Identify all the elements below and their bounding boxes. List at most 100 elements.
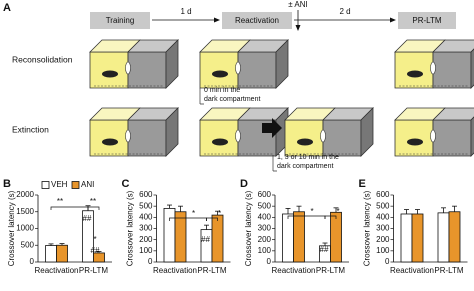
x-tick-label: Reactivation (153, 266, 197, 275)
step-label: PR-LTM (412, 16, 442, 25)
step-box (222, 12, 292, 29)
bracket (272, 155, 277, 172)
note: dark compartment (204, 96, 260, 103)
y-tick-label: 200 (258, 235, 272, 244)
bracket (87, 206, 100, 210)
y-tick-label: 1000 (16, 224, 34, 233)
y-tick-label: 2000 (16, 190, 34, 199)
step-box (398, 12, 456, 29)
legend-swatch (71, 181, 80, 189)
y-tick-label: 600 (258, 190, 272, 199)
legend-swatch (41, 181, 50, 189)
annotation: * (93, 235, 96, 244)
apparatus (284, 107, 374, 157)
note: 0 min in the (204, 87, 240, 94)
bracket (206, 217, 218, 221)
x-tick-label: Reactivation (271, 266, 315, 275)
y-tick-label: 600 (376, 190, 390, 199)
panel-label: C (122, 178, 130, 190)
y-tick-label: 500 (376, 201, 390, 210)
block-arrow (262, 118, 282, 138)
panel-label: E (359, 178, 366, 190)
x-tick-label: PR-LTM (79, 266, 109, 275)
apparatus (89, 107, 179, 157)
apparatus (199, 39, 289, 89)
row-label: Extinction (12, 124, 49, 134)
annotation: * (336, 207, 339, 216)
annotation: ## (320, 245, 329, 254)
apparatus (89, 39, 179, 89)
y-tick-label: 400 (258, 212, 272, 221)
x-tick-label: Reactivation (34, 266, 78, 275)
y-tick-label: 500 (139, 201, 153, 210)
y-tick-label: 400 (376, 212, 390, 221)
bar (437, 212, 450, 263)
bar (45, 245, 57, 263)
y-tick-label: 300 (376, 224, 390, 233)
panel-label: A (3, 2, 11, 14)
y-tick-label: 0 (385, 257, 390, 266)
bar (411, 213, 424, 263)
y-tick-label: 1500 (16, 207, 34, 216)
y-tick-label: 0 (267, 257, 272, 266)
step-label: Reactivation (235, 16, 279, 25)
interval-label: 1 d (180, 7, 191, 16)
treatment-label: ± ANI (288, 0, 308, 9)
panel-label: D (240, 178, 248, 190)
y-axis-label: Crossover latency (s) (363, 190, 372, 266)
interval-label: 2 d (339, 7, 350, 16)
y-tick-label: 100 (139, 246, 153, 255)
y-axis-label: Crossover latency (s) (126, 190, 135, 266)
annotation: ## (91, 246, 100, 255)
y-tick-label: 400 (139, 212, 153, 221)
bar (400, 213, 413, 263)
y-tick-label: 500 (21, 240, 35, 249)
x-tick-label: PR-LTM (197, 266, 227, 275)
bar (330, 211, 342, 263)
x-tick-label: PR-LTM (316, 266, 346, 275)
y-tick-label: 0 (148, 257, 153, 266)
arrow-head (390, 17, 396, 23)
bar (282, 213, 294, 263)
annotation: * (218, 209, 221, 218)
step-box (90, 12, 150, 29)
y-axis-label: Crossover latency (s) (7, 190, 16, 266)
x-tick-label: PR-LTM (434, 266, 464, 275)
note: 1, 3 or 10 min in the (277, 154, 339, 161)
y-tick-label: 100 (258, 246, 272, 255)
panel-a: A Training Reactivation PR-LTM 1 d 2 d ±… (3, 0, 474, 172)
annotation: ## (83, 214, 92, 223)
bracket (199, 88, 204, 105)
y-tick-label: 200 (139, 235, 153, 244)
row-label: Reconsolidation (12, 54, 73, 64)
annotation: ** (57, 197, 63, 206)
panel-label: B (3, 178, 11, 190)
bar (211, 214, 224, 263)
arrow-head (295, 25, 301, 31)
bar (56, 244, 68, 263)
bar (93, 252, 105, 263)
bracket (50, 206, 89, 210)
apparatus (394, 39, 474, 89)
legend-label: ANI (81, 180, 94, 189)
annotation: * (192, 209, 195, 218)
y-tick-label: 300 (258, 224, 272, 233)
arrow-head (214, 17, 220, 23)
y-tick-label: 600 (139, 190, 153, 199)
y-tick-label: 500 (258, 201, 272, 210)
y-tick-label: 200 (376, 235, 390, 244)
y-axis-label: Crossover latency (s) (244, 190, 253, 266)
y-tick-label: 0 (30, 257, 35, 266)
y-tick-label: 100 (376, 246, 390, 255)
annotation: ## (201, 235, 210, 244)
annotation: ** (90, 197, 96, 206)
bar (163, 207, 176, 263)
step-label: Training (106, 16, 135, 25)
bar (293, 211, 305, 263)
bar (82, 210, 94, 263)
